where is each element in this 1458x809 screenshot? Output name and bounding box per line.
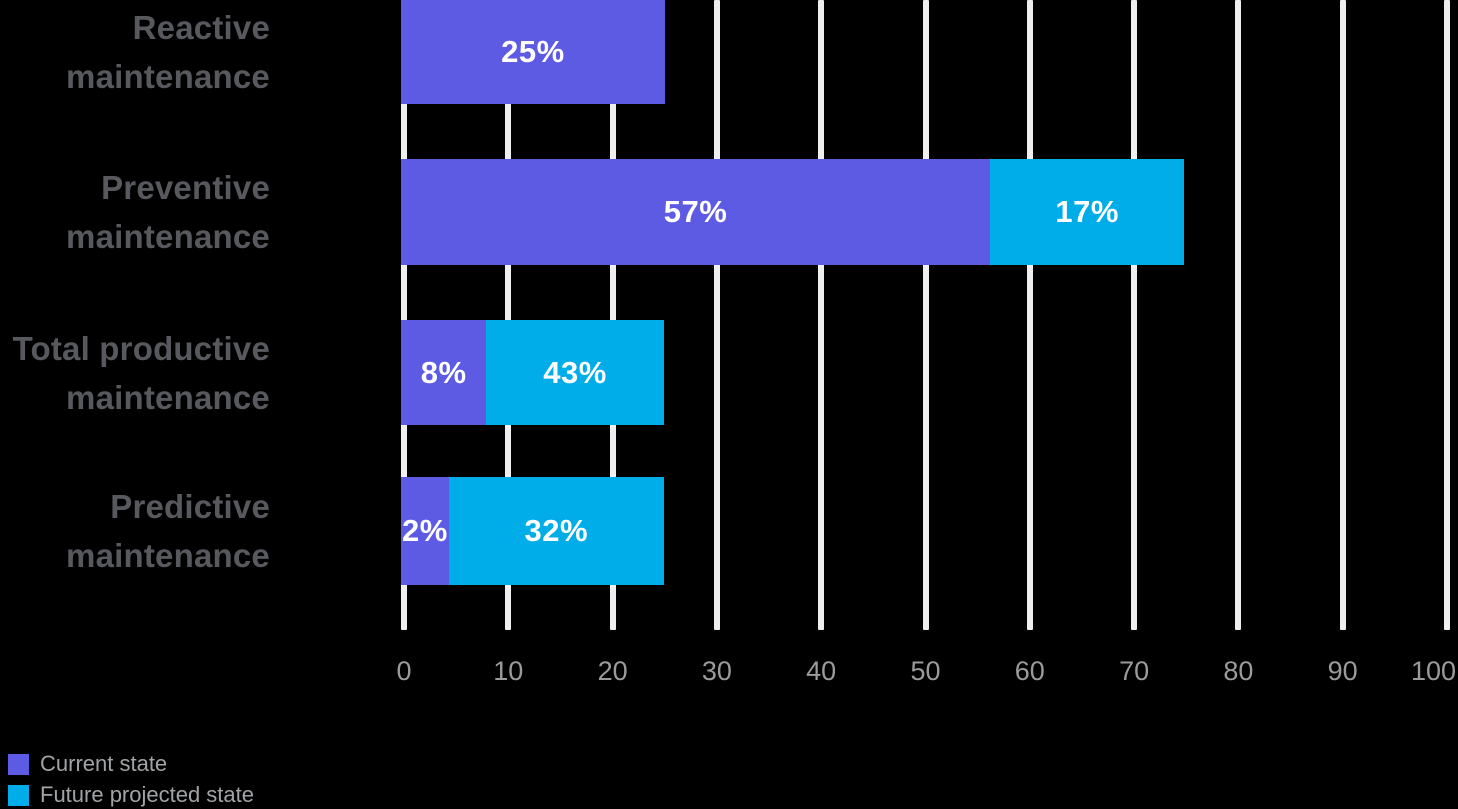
x-tick-label: 90 (1327, 656, 1358, 686)
category-label: Preventive maintenance (0, 159, 270, 265)
x-tick-label: 0 (396, 656, 412, 686)
gridline (818, 0, 825, 630)
bar-value-label: 32% (524, 513, 589, 548)
bar-segment: 57% (401, 159, 991, 265)
legend-item: Current state (8, 751, 168, 776)
category-label-line: Preventive (101, 169, 270, 206)
category-label-line: Predictive (110, 488, 270, 525)
gridline (401, 0, 407, 630)
x-tick-label: 100 (1410, 656, 1456, 686)
bar-segment: 8% (401, 320, 487, 425)
gridline (505, 0, 512, 630)
category-label: Predictive maintenance (0, 477, 270, 585)
category-label-line: Reactive (132, 9, 270, 46)
x-tick-label: 30 (701, 656, 732, 686)
bar-segment: 43% (486, 320, 664, 425)
bar-value-label: 57% (663, 194, 728, 229)
gridline (1444, 0, 1450, 630)
bar-segment: 32% (448, 477, 664, 585)
bar-segment: 17% (990, 159, 1185, 265)
x-tick-label: 60 (1014, 656, 1045, 686)
legend-swatch (8, 784, 29, 806)
bar-value-label: 8% (420, 354, 467, 390)
category-label: Reactive maintenance (0, 0, 270, 104)
x-tick-label: 50 (910, 656, 941, 686)
bar-segment: 25% (401, 0, 665, 104)
bar-value-label: 17% (1055, 194, 1119, 229)
x-tick-label: 20 (597, 656, 628, 686)
category-label-line: maintenance (66, 537, 270, 574)
legend-label: Future projected state (40, 782, 255, 807)
gridline (1026, 0, 1033, 630)
x-tick-label: 10 (493, 656, 524, 686)
category-label-line: maintenance (66, 58, 270, 95)
legend-swatch (8, 753, 29, 775)
bar-value-label: 2% (402, 513, 448, 548)
bar-segment: 2% (401, 477, 449, 585)
x-tick-label: 70 (1119, 656, 1150, 686)
category-label-line: maintenance (66, 378, 270, 416)
category-label-line: Total productive (12, 329, 270, 367)
category-label: Total productive maintenance (0, 320, 270, 425)
bar-value-label: 25% (501, 34, 565, 69)
x-tick-label: 40 (806, 656, 837, 686)
gridline (1131, 0, 1138, 630)
legend-label: Current state (40, 751, 168, 776)
gridline (609, 0, 616, 630)
gridline (1235, 0, 1242, 630)
x-tick-label: 80 (1223, 656, 1254, 686)
gridline (713, 0, 720, 630)
bar-value-label: 43% (543, 354, 607, 390)
gridline (1339, 0, 1346, 630)
gridline (922, 0, 929, 630)
legend-item: Future projected state (8, 782, 255, 807)
category-label-line: maintenance (66, 218, 270, 255)
